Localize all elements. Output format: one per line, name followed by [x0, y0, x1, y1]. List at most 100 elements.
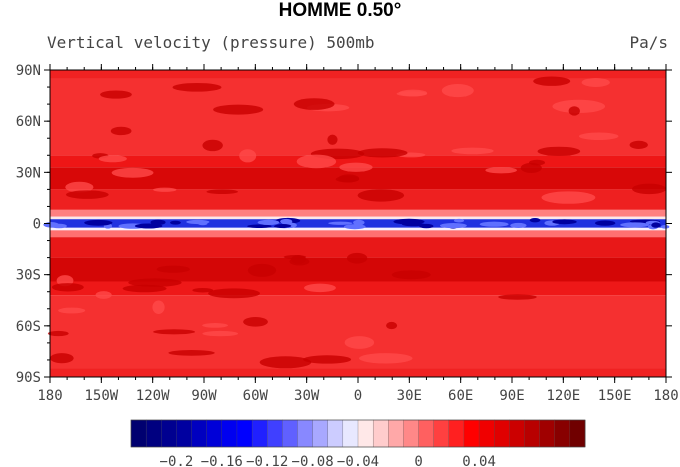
field-blob [150, 219, 166, 226]
lat-label: 30S [16, 268, 41, 284]
field-blob [510, 222, 527, 229]
field-blob [357, 148, 408, 158]
field-blob [498, 294, 537, 300]
lon-label: 90E [499, 388, 524, 404]
lon-label: 60E [448, 388, 473, 404]
field-blob [208, 288, 260, 299]
colorbar-box [494, 419, 510, 448]
field-blob [213, 104, 264, 115]
field-blob [50, 353, 74, 364]
colorbar-box [509, 419, 525, 448]
field-zone [50, 209, 666, 217]
field-blob [419, 223, 434, 229]
field-blob [479, 221, 509, 227]
field-blob [289, 257, 310, 266]
colorbar-box [297, 419, 314, 448]
lon-label: 30W [294, 388, 320, 404]
colorbar-box [433, 419, 450, 448]
field-blob [344, 336, 375, 349]
field-blob [51, 283, 84, 292]
field-blob [202, 330, 239, 337]
colorbar-label: 0 [414, 454, 422, 467]
field-blob [529, 217, 541, 223]
lat-label: 30N [16, 165, 41, 181]
lat-label: 90S [16, 370, 41, 386]
colorbar-box [176, 419, 192, 448]
field-zone [50, 257, 666, 282]
field-blob [192, 287, 214, 293]
field-blob [344, 224, 366, 230]
colorbar-label: −0.08 [292, 454, 334, 467]
lat-label: 60N [16, 114, 41, 130]
field-blob [631, 183, 667, 195]
colorbar-box [145, 419, 162, 448]
field-blob [257, 219, 280, 226]
lon-label: 180 [37, 388, 62, 404]
field-blob [111, 167, 154, 178]
field-blob [283, 255, 307, 260]
field-blob [660, 224, 670, 229]
lon-label: 60W [243, 388, 269, 404]
field-zone [50, 155, 666, 168]
field-zone [50, 216, 666, 220]
field-blob [168, 350, 215, 356]
lon-label: 30E [397, 388, 422, 404]
colorbar-box [539, 419, 556, 448]
field-blob [629, 140, 648, 149]
field-blob [620, 222, 650, 228]
colorbar-label: −0.04 [337, 454, 379, 467]
field-blob [335, 176, 360, 183]
colorbar-box [388, 419, 404, 448]
lon-label: 180 [653, 388, 678, 404]
field-blob [65, 181, 94, 193]
lon-label: 150W [84, 388, 118, 404]
field-blob [170, 220, 181, 225]
colorbar-box [342, 419, 359, 448]
colorbar-box [327, 419, 344, 448]
colorbar-label: −0.12 [246, 454, 288, 467]
field-blob [239, 149, 257, 163]
field-blob [296, 154, 337, 169]
field-blob [202, 139, 223, 152]
field-blob [47, 330, 69, 337]
colorbar-frame [130, 419, 586, 448]
lon-label: 0 [354, 388, 362, 404]
field-blob [327, 134, 338, 145]
field-blob [485, 167, 517, 174]
field-blob [581, 77, 610, 87]
field-blob [578, 132, 619, 141]
field-blob [153, 329, 196, 335]
lat-label: 90N [16, 63, 41, 79]
field-blob [441, 84, 474, 98]
field-blob [520, 162, 542, 173]
field-blob [172, 82, 222, 92]
colorbar-box [282, 419, 298, 448]
field-blob [247, 224, 272, 228]
colorbar-box [161, 419, 177, 448]
field-blob [304, 283, 336, 293]
field-blob [134, 223, 163, 229]
field-blob [439, 223, 467, 229]
colorbar-box [251, 419, 268, 448]
field-blob [247, 263, 277, 277]
field-zone [50, 189, 666, 210]
colorbar-label: −0.2 [160, 454, 194, 467]
field-zone [50, 230, 666, 238]
field-blob [552, 219, 577, 225]
field-blob [651, 222, 661, 228]
field-blob [66, 190, 109, 199]
field-blob [353, 219, 365, 226]
units-label: Pa/s [629, 33, 668, 52]
field-blob [95, 291, 112, 299]
field-blob [206, 189, 238, 195]
field-blob [259, 356, 312, 369]
colorbar-box [478, 419, 495, 448]
colorbar-box [191, 419, 208, 448]
field-blob [293, 98, 335, 110]
field-blob [100, 90, 132, 99]
colorbar-box [403, 419, 419, 448]
field-blob [537, 146, 581, 156]
colorbar-box [206, 419, 223, 448]
colorbar-box [418, 419, 435, 448]
colorbar-box [236, 419, 253, 448]
